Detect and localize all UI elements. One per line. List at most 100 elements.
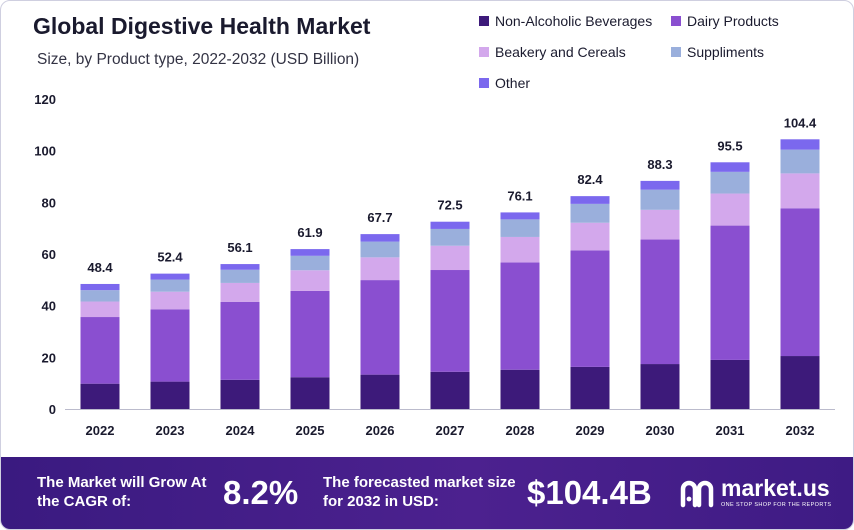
bar-segment — [780, 139, 820, 150]
bar-segment — [640, 239, 680, 365]
bar-segment — [80, 290, 120, 302]
chart-legend: Non-Alcoholic Beverages Dairy Products B… — [479, 11, 849, 97]
y-tick-label: 120 — [34, 92, 56, 107]
y-tick-label: 20 — [42, 350, 56, 365]
bar-segment — [360, 241, 400, 258]
bar-segment — [430, 270, 470, 372]
footer-banner: The Market will Grow At the CAGR of: 8.2… — [1, 457, 853, 529]
bar-segment — [430, 221, 470, 229]
y-tick-label: 40 — [42, 299, 56, 314]
x-tick-label: 2024 — [226, 423, 256, 438]
x-tick-label: 2029 — [576, 423, 605, 438]
x-tick-label: 2031 — [716, 423, 745, 438]
bar-segment — [150, 309, 190, 382]
x-tick-label: 2022 — [86, 423, 115, 438]
bar-segment — [500, 212, 540, 220]
bar-segment — [780, 356, 820, 409]
brand-tagline: ONE STOP SHOP FOR THE REPORTS — [721, 502, 832, 508]
market-us-logo-icon — [680, 480, 714, 508]
bar-segment — [360, 234, 400, 242]
bar-segment — [290, 377, 330, 409]
bar-total-label: 52.4 — [157, 250, 183, 265]
bar-total-label: 88.3 — [647, 157, 672, 172]
y-tick-label: 60 — [42, 247, 56, 262]
bar-segment — [430, 228, 470, 246]
bar-total-label: 56.1 — [227, 240, 252, 255]
chart-subtitle: Size, by Product type, 2022-2032 (USD Bi… — [37, 51, 360, 68]
bar-segment — [500, 219, 540, 237]
bar-total-label: 61.9 — [297, 225, 322, 240]
bar-segment — [430, 371, 470, 409]
bar-segment — [80, 383, 120, 409]
x-tick-label: 2023 — [156, 423, 185, 438]
legend-label: Suppliments — [687, 44, 765, 60]
bar-segment — [710, 162, 750, 172]
bar-segment — [570, 203, 610, 223]
bar-segment — [570, 196, 610, 204]
legend-swatch — [479, 78, 489, 88]
bar-total-label: 82.4 — [577, 172, 603, 187]
bar-segment — [640, 189, 680, 210]
bar-segment — [780, 173, 820, 209]
chart-title: Global Digestive Health Market — [33, 13, 371, 39]
bar-segment — [570, 366, 610, 409]
bar-segment — [290, 249, 330, 256]
bar-total-label: 104.4 — [784, 115, 817, 130]
bar-segment — [710, 171, 750, 194]
bar-segment — [710, 359, 750, 409]
bar-segment — [150, 291, 190, 310]
bar-segment — [150, 273, 190, 280]
stacked-bar-chart: 0 20 40 60 80 100 120 48.4 2022 52.4 2023 56.1 2024 6… — [34, 92, 835, 438]
forecast-value: $104.4B — [527, 474, 652, 511]
legend-swatch — [479, 47, 489, 57]
bar-segment — [80, 283, 120, 291]
bar-total-label: 72.5 — [437, 198, 462, 213]
bar-segment — [220, 282, 260, 302]
x-tick-label: 2030 — [646, 423, 675, 438]
bar-total-label: 67.7 — [367, 210, 392, 225]
bar-segment — [640, 180, 680, 190]
bar-segment — [710, 193, 750, 226]
x-tick-label: 2032 — [786, 423, 815, 438]
bar-segment — [500, 369, 540, 409]
legend-label: Beakery and Cereals — [495, 44, 626, 60]
bar-segment — [80, 317, 120, 384]
bar-segment — [290, 270, 330, 291]
bar-segment — [360, 374, 400, 409]
bar-segment — [570, 222, 610, 251]
bar-segment — [290, 255, 330, 271]
bar-segment — [360, 257, 400, 281]
legend-swatch — [479, 16, 489, 26]
forecast-text: The forecasted market size for 2032 in U… — [323, 474, 516, 510]
legend-label: Non-Alcoholic Beverages — [495, 13, 653, 29]
bar-segment — [710, 225, 750, 360]
bar-segment — [430, 245, 470, 271]
legend-item-dairy-products: Dairy Products — [671, 13, 779, 29]
bar-segment — [290, 290, 330, 378]
legend-item-other: Other — [479, 75, 530, 91]
bar-segment — [150, 279, 190, 292]
bar-segment — [220, 379, 260, 409]
legend-swatch — [671, 47, 681, 57]
bar-segment — [220, 269, 260, 283]
y-tick-label: 80 — [42, 195, 56, 210]
x-tick-label: 2025 — [296, 423, 325, 438]
brand-name: market.us — [721, 475, 830, 501]
y-tick-label: 0 — [49, 402, 56, 417]
bar-total-label: 95.5 — [717, 138, 742, 153]
bar-total-label: 48.4 — [87, 260, 113, 275]
legend-label: Other — [495, 75, 531, 91]
legend-item-suppliments: Suppliments — [671, 44, 764, 60]
y-tick-label: 100 — [34, 144, 56, 159]
bar-segment — [500, 236, 540, 263]
bar-segment — [220, 264, 260, 270]
bar-segment — [640, 364, 680, 409]
cagr-value: 8.2% — [223, 474, 299, 511]
bar-segment — [150, 381, 190, 409]
bar-segment — [780, 208, 820, 357]
bar-segment — [360, 280, 400, 375]
bar-segment — [640, 209, 680, 240]
brand-logo: market.us ONE STOP SHOP FOR THE REPORTS — [679, 475, 831, 509]
legend-item-beakery-and-cereals: Beakery and Cereals — [479, 44, 626, 60]
